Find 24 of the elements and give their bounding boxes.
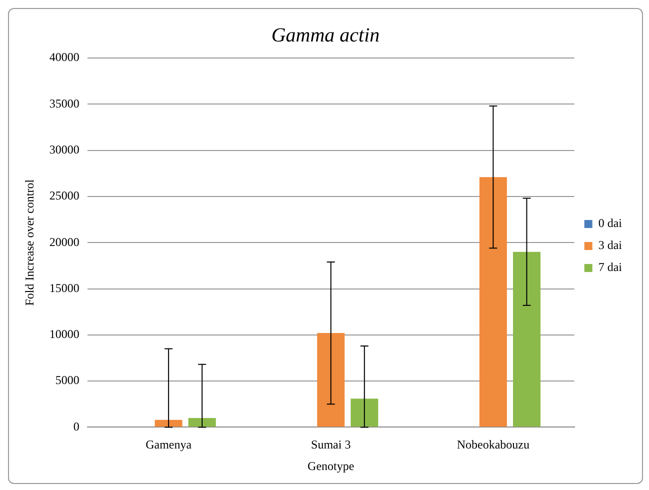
bar [479, 177, 507, 427]
bar [154, 420, 182, 427]
bar [317, 333, 345, 427]
legend-label: 0 dai [598, 216, 623, 230]
chart-title: Gamma actin [271, 24, 380, 46]
y-tick-label: 40000 [49, 50, 80, 64]
bar [512, 252, 540, 427]
y-tick-label: 0 [73, 419, 80, 434]
x-tick-label: Sumai 3 [311, 438, 351, 452]
y-tick-label: 5000 [55, 373, 80, 388]
bar [188, 418, 216, 427]
y-tick-label: 25000 [49, 188, 80, 203]
legend-label: 7 dai [598, 260, 623, 274]
bar [350, 398, 378, 427]
y-tick-label: 30000 [49, 142, 80, 156]
y-axis-title: Fold Increase over control [22, 178, 36, 306]
x-axis-title: Genotype [308, 458, 354, 473]
x-tick-label: Nobeokabouzu [456, 438, 530, 452]
y-tick-label: 10000 [49, 327, 80, 342]
x-tick-label: Gamenya [146, 438, 192, 452]
y-tick-label: 35000 [49, 96, 80, 110]
y-tick-label: 15000 [49, 280, 80, 295]
y-tick-label: 20000 [49, 234, 80, 249]
legend-label: 3 dai [598, 238, 623, 252]
